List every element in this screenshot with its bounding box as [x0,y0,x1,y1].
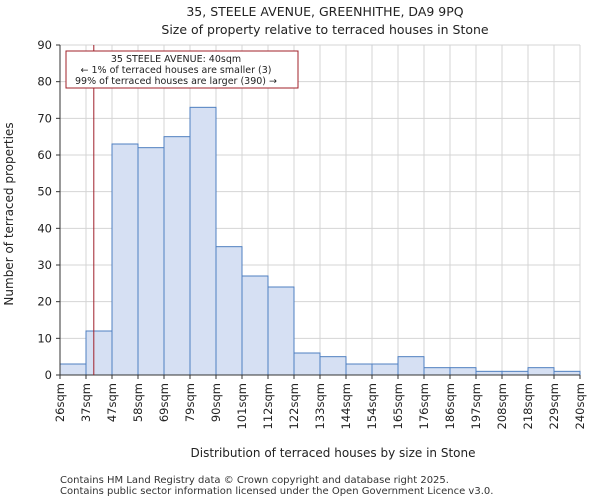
y-tick-label-40: 40 [37,221,52,235]
x-tick-label-240sqm: 240sqm [573,383,587,429]
x-tick-label-197sqm: 197sqm [469,383,483,429]
bar-218sqm [527,367,555,376]
bar-229sqm [553,370,581,376]
bar-133sqm [319,356,347,376]
x-tick-label-90sqm: 90sqm [209,383,223,422]
x-tick-label-208sqm: 208sqm [495,383,509,429]
y-tick-label-60: 60 [37,148,52,162]
annotation-line-1: 35 STEELE AVENUE: 40sqm [111,54,241,65]
y-tick-label-90: 90 [37,38,52,52]
x-tick-label-229sqm: 229sqm [547,383,561,429]
bar-165sqm [397,356,425,376]
x-tick-label-26sqm: 26sqm [53,383,67,422]
bar-26sqm [59,363,87,376]
bar-154sqm [371,363,399,376]
x-tick-label-122sqm: 122sqm [287,383,301,429]
x-tick-label-186sqm: 186sqm [443,383,457,429]
bar-186sqm [449,367,477,376]
bar-112sqm [267,286,295,376]
bar-47sqm [111,143,139,376]
x-tick-label-165sqm: 165sqm [391,383,405,429]
x-tick-label-58sqm: 58sqm [131,383,145,422]
y-tick-label-30: 30 [37,258,52,272]
x-tick-label-144sqm: 144sqm [339,383,353,429]
x-tick-label-101sqm: 101sqm [235,383,249,429]
y-tick-label-70: 70 [37,111,52,125]
x-tick-label-112sqm: 112sqm [261,383,275,429]
y-tick-label-80: 80 [37,75,52,89]
x-tick-label-69sqm: 69sqm [157,383,171,422]
bar-144sqm [345,363,373,376]
annotation-box [65,50,299,89]
bar-79sqm [189,106,217,376]
y-tick-label-50: 50 [37,185,52,199]
bar-101sqm [241,275,269,376]
x-axis-label: Distribution of terraced houses by size … [191,446,476,460]
property-marker: 35 STEELE AVENUE: 40sqm← 1% of terraced … [65,45,299,375]
y-tick-labels: 0 10 20 30 40 50 60 70 80 90 [37,38,60,382]
x-tick-label-37sqm: 37sqm [79,383,93,422]
bar-197sqm [475,370,503,376]
bar-58sqm [137,147,165,376]
y-tick-label-0: 0 [45,368,52,382]
x-tick-label-218sqm: 218sqm [521,383,535,429]
y-tick-label-20: 20 [37,295,52,309]
y-axis-label: Number of terraced properties [2,122,16,305]
bar-69sqm [163,136,191,376]
bar-37sqm [85,330,113,376]
y-tick-label-10: 10 [37,331,52,345]
x-tick-label-176sqm: 176sqm [417,383,431,429]
chart-subtitle: Size of property relative to terraced ho… [161,22,489,37]
footer-line-1: Contains HM Land Registry data © Crown c… [60,475,449,486]
x-tick-labels: 26sqm 37sqm 47sqm 58sqm 69sqm 79sqm 90sqm 101sq… [53,375,587,429]
bar-90sqm [215,246,243,376]
chart-title: 35, STEELE AVENUE, GREENHITHE, DA9 9PQ [186,4,463,19]
bars [59,106,581,376]
x-tick-label-47sqm: 47sqm [105,383,119,422]
x-tick-label-133sqm: 133sqm [313,383,327,429]
footer-line-2: Contains public sector information licen… [60,486,493,497]
bar-208sqm [501,370,529,376]
bar-122sqm [293,352,321,376]
bar-176sqm [423,367,451,376]
annotation-line-2: ← 1% of terraced houses are smaller (3) [81,65,272,76]
annotation-line-3: 99% of terraced houses are larger (390) … [75,76,277,87]
x-tick-label-154sqm: 154sqm [365,383,379,429]
x-tick-label-79sqm: 79sqm [183,383,197,422]
